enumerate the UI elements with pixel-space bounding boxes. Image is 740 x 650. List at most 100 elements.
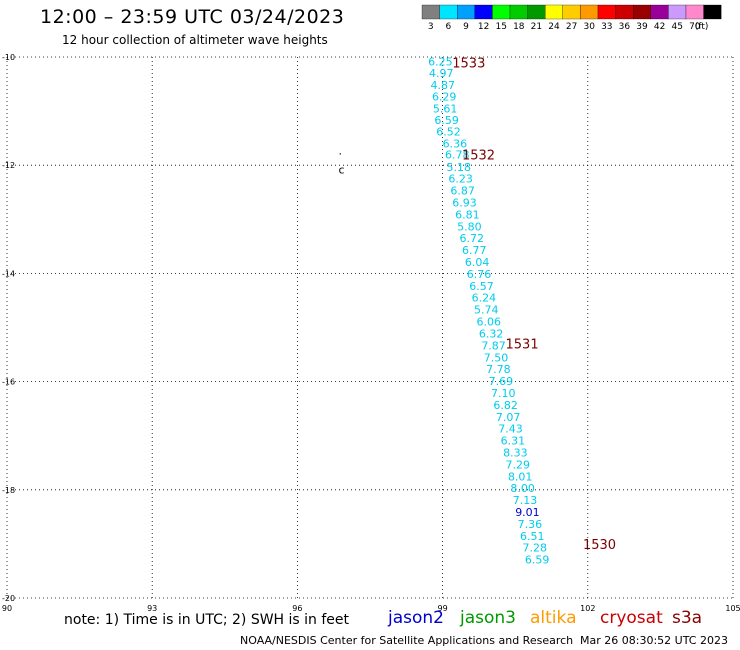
colorbar-label: 18 xyxy=(513,22,525,32)
latitude-tick-label: -16 xyxy=(2,378,15,387)
map-subtitle: 12 hour collection of altimeter wave hei… xyxy=(62,33,328,47)
colorbar-label: 33 xyxy=(601,22,612,32)
longitude-tick-label: 102 xyxy=(580,604,595,613)
colorbar-legend: 3 6 9 12 15 18 21 24 27 30 33 36 39 42 45 70(ft) xyxy=(421,4,722,32)
wave-height-label: 9.01 xyxy=(515,506,540,519)
colorbar-label: 30 xyxy=(583,22,595,32)
lat-lon-grid xyxy=(6,56,734,599)
wave-height-label: 6.87 xyxy=(450,185,475,198)
orbit-number-label: 1533 xyxy=(452,56,485,71)
colorbar-unit: (ft) xyxy=(695,22,709,32)
wave-height-label: 5.18 xyxy=(446,161,471,174)
colorbar-swatch xyxy=(527,4,546,20)
colorbar-label: 9 xyxy=(463,22,469,32)
latitude-tick-label: -20 xyxy=(2,594,15,603)
wave-height-label: 7.87 xyxy=(481,339,506,352)
wave-height-label: 6.51 xyxy=(520,530,545,543)
wave-height-label: 6.23 xyxy=(448,173,473,186)
wave-height-label: 7.29 xyxy=(506,458,531,471)
colorbar-swatch xyxy=(545,4,563,20)
wave-height-label: 8.00 xyxy=(510,482,535,495)
wave-height-label: 7.10 xyxy=(491,387,516,400)
wave-height-label: 7.36 xyxy=(518,518,543,531)
wave-height-label: 5.80 xyxy=(457,220,482,233)
latitude-tick-label: -10 xyxy=(2,53,15,62)
wave-height-label: 8.01 xyxy=(508,470,533,483)
longitude-tick-label: 93 xyxy=(147,604,157,613)
wave-height-label: 7.78 xyxy=(486,363,511,376)
longitude-tick-label: 105 xyxy=(725,604,740,613)
colorbar-label: 12 xyxy=(478,22,489,32)
colorbar-label: 21 xyxy=(531,22,542,32)
wave-height-label: 7.13 xyxy=(513,494,538,507)
land-marker: . xyxy=(339,144,343,157)
colorbar-swatch xyxy=(509,4,528,20)
credit-text: NOAA/NESDIS Center for Satellite Applica… xyxy=(240,634,574,647)
colorbar-swatch xyxy=(492,4,511,20)
colorbar-swatch xyxy=(474,4,493,20)
colorbar-swatch xyxy=(597,4,616,20)
axis-tick-labels: 90 93 96 99 102 105 -10 -12 -14 -16 -18 -20 xyxy=(2,53,740,613)
latitude-tick-label: -12 xyxy=(2,161,15,170)
colorbar-label: 3 xyxy=(428,22,434,32)
latitude-tick-label: -14 xyxy=(2,269,15,278)
generated-timestamp: Mar 26 08:30:52 UTC 2023 xyxy=(580,634,728,647)
colorbar-swatch xyxy=(421,4,440,20)
orbit-number-label: 1530 xyxy=(583,538,616,553)
wave-height-label: 6.24 xyxy=(472,292,497,305)
colorbar-swatch xyxy=(685,4,704,20)
orbit-number-label: 1531 xyxy=(506,338,539,353)
wave-height-label: 4.97 xyxy=(429,67,454,80)
wave-height-label: 6.04 xyxy=(465,256,490,269)
wave-height-label: 6.06 xyxy=(476,316,501,329)
satellite-legend-jason3: jason3 xyxy=(460,608,516,628)
wave-height-label: 6.77 xyxy=(462,244,487,257)
colorbar-swatch xyxy=(703,4,722,20)
colorbar-label: 24 xyxy=(548,22,560,32)
longitude-tick-label: 99 xyxy=(438,604,448,613)
longitude-tick-label: 90 xyxy=(2,604,12,613)
land-markers: .c xyxy=(339,144,345,176)
satellite-legend-jason2: jason2 xyxy=(388,608,444,628)
wave-height-label: 7.43 xyxy=(498,423,523,436)
colorbar-swatch xyxy=(650,4,669,20)
wave-height-label: 7.50 xyxy=(484,351,509,364)
colorbar-label: 15 xyxy=(495,22,506,32)
satellite-legend-s3a: s3a xyxy=(672,608,703,628)
wave-height-label: 7.69 xyxy=(489,375,513,388)
wave-height-label: 6.59 xyxy=(434,114,459,127)
colorbar-label: 6 xyxy=(446,22,452,32)
colorbar-swatch xyxy=(580,4,599,20)
wave-height-label: 6.82 xyxy=(493,399,518,412)
wave-height-label: 8.33 xyxy=(503,446,527,459)
wave-height-label: 6.25 xyxy=(428,55,453,68)
wave-height-label: 6.78 xyxy=(445,148,470,161)
wave-height-label: 5.61 xyxy=(433,102,458,115)
colorbar-label: 36 xyxy=(619,22,631,32)
longitude-tick-label: 96 xyxy=(292,604,302,613)
colorbar-swatch xyxy=(562,4,581,20)
wave-height-label: 5.74 xyxy=(474,304,499,317)
colorbar-label: 27 xyxy=(566,22,577,32)
latitude-tick-label: -18 xyxy=(2,486,15,495)
wave-height-label: 6.32 xyxy=(479,327,504,340)
note-text: note: 1) Time is in UTC; 2) SWH is in fe… xyxy=(64,612,350,628)
colorbar-swatch xyxy=(457,4,475,20)
satellite-legend-altika: altika xyxy=(530,608,577,628)
colorbar-swatch xyxy=(439,4,458,20)
wave-height-label: 4.87 xyxy=(431,79,456,92)
colorbar-swatch xyxy=(668,4,687,20)
wave-height-label: 6.57 xyxy=(469,280,494,293)
wave-height-label: 6.81 xyxy=(455,208,480,221)
wave-height-label: 6.36 xyxy=(443,138,468,151)
land-marker: c xyxy=(339,163,345,176)
colorbar-swatch xyxy=(615,4,634,20)
orbit-labels: 1533 1532 1531 1530 xyxy=(452,56,616,552)
wave-height-label: 6.93 xyxy=(452,197,477,210)
map-title: 12:00 – 23:59 UTC 03/24/2023 xyxy=(40,6,345,28)
colorbar-swatch xyxy=(633,4,651,20)
colorbar-label: 39 xyxy=(636,22,648,32)
wave-height-label: 6.29 xyxy=(432,90,457,103)
wave-height-label: 6.76 xyxy=(467,268,492,281)
